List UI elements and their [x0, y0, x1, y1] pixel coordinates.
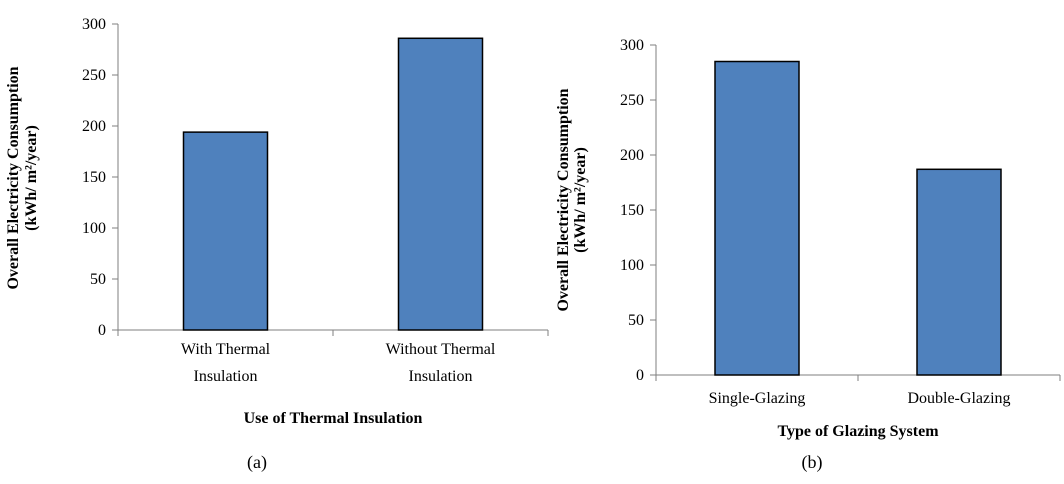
bar [916, 168, 1002, 376]
x-tick-label: Without Thermal [386, 341, 496, 358]
bar [714, 60, 800, 376]
x-tick-label: Single-Glazing [709, 390, 806, 407]
y-tick-label: 150 [620, 202, 644, 219]
x-tick-label: Insulation [409, 368, 473, 385]
y-tick-label: 250 [620, 92, 644, 109]
y-axis-title: Overall Electricity Consumption [555, 88, 572, 311]
panel-label: (b) [802, 452, 823, 473]
bar [182, 131, 269, 331]
bar [397, 37, 484, 331]
x-tick-label: Insulation [194, 368, 258, 385]
y-tick-label: 200 [620, 147, 644, 164]
x-axis-title: Type of Glazing System [777, 423, 939, 440]
y-tick-label: 250 [82, 67, 106, 84]
y-tick-label: 0 [636, 367, 644, 384]
y-tick-label: 100 [620, 257, 644, 274]
y-axis-title: (kWh/ m²/year) [23, 125, 40, 231]
y-tick-label: 150 [82, 169, 106, 186]
y-tick-label: 0 [98, 322, 106, 339]
x-tick-label: With Thermal [181, 341, 271, 358]
x-axis-title: Use of Thermal Insulation [244, 410, 423, 427]
y-axis-title: (kWh/ m²/year) [572, 147, 589, 253]
chart-panel-b: 0 50 100 150 200 250 300 Single-Glazing Double-G… [555, 37, 1061, 473]
y-tick-label: 50 [90, 271, 106, 288]
y-tick-label: 100 [82, 220, 106, 237]
y-tick-label: 50 [628, 312, 644, 329]
chart-panel-a: 0 50 100 150 200 250 300 With Thermal Insulation… [5, 16, 549, 473]
y-tick-label: 300 [82, 16, 106, 33]
x-tick-label: Double-Glazing [907, 390, 1010, 407]
y-tick-label: 200 [82, 118, 106, 135]
y-axis-title: Overall Electricity Consumption [5, 66, 22, 289]
panel-label: (a) [247, 452, 267, 473]
y-tick-label: 300 [620, 37, 644, 54]
